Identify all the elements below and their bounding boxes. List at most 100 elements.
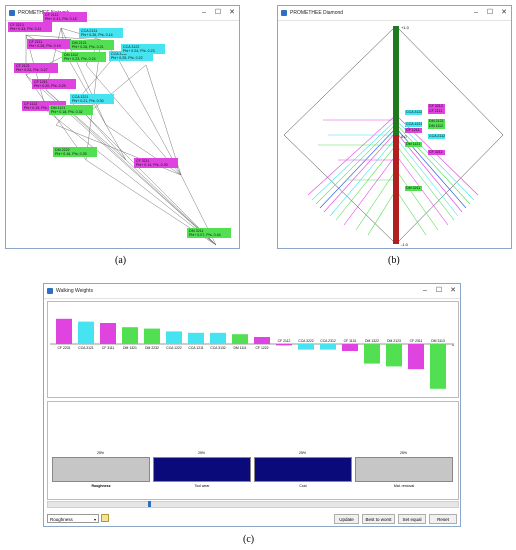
ranking-bar[interactable] — [122, 327, 138, 344]
ranking-bar-label: CF 3111 — [102, 346, 115, 350]
criterion-name[interactable]: Roughness — [91, 484, 111, 488]
slider-thumb[interactable] — [148, 501, 151, 507]
network-node[interactable]: CF 2111 Phi+ 0.28, Phi- 0.19 — [27, 39, 71, 49]
ranking-bar[interactable] — [78, 321, 94, 344]
ranking-bar-label: DM 1322 — [365, 339, 379, 343]
diamond-label[interactable]: DM 1121 — [405, 142, 422, 147]
ranking-bar[interactable] — [188, 332, 204, 344]
minimize-icon[interactable]: – — [423, 287, 427, 294]
ranking-bar[interactable] — [144, 328, 160, 344]
reset-button[interactable]: Reset — [429, 514, 457, 524]
app-icon — [9, 10, 15, 16]
criterion-name[interactable]: Cost — [299, 484, 307, 488]
ranking-bar[interactable] — [276, 344, 292, 346]
node-name: CF 2111 — [29, 40, 43, 44]
panel-label-c: (c) — [243, 534, 255, 545]
network-node[interactable]: CF 2112 Phi+ 0.31, Phi- 0.18 — [43, 12, 87, 22]
node-value: Phi+ 0.26, Phi- 0.14 — [81, 33, 113, 37]
palette-icon[interactable] — [101, 514, 109, 522]
ranking-bar[interactable] — [408, 344, 424, 370]
close-icon[interactable]: ✕ — [229, 9, 235, 16]
ranking-bar[interactable] — [342, 344, 358, 351]
ranking-bar[interactable] — [254, 337, 270, 344]
criterion-weight-bar[interactable] — [254, 457, 352, 482]
zero-label: 0 — [452, 342, 455, 347]
criterion-weight: 25% — [299, 451, 307, 455]
criterion-weight: 25% — [97, 451, 105, 455]
node-value: Phi+ 0.24, Phi- 0.23 — [123, 49, 155, 53]
weight-slider[interactable] — [47, 501, 459, 508]
network-node[interactable]: CF 3211 Phi+ 0.14, Phi- 0.39 — [134, 158, 178, 168]
ranking-bar[interactable] — [232, 334, 248, 344]
set-equal-button[interactable]: Set equal — [398, 514, 426, 524]
network-node[interactable]: DM 1121 Phi+ 0.18, Phi- 0.32 — [49, 105, 93, 115]
node-value: Phi+ 0.20, Phi- 0.25 — [34, 84, 66, 88]
diamond-label[interactable]: CCA 1221 — [405, 122, 422, 127]
ranking-bar-label: DM 1111 — [233, 346, 246, 350]
ranking-bar[interactable] — [298, 344, 314, 350]
diamond-label[interactable]: CF 3211 — [428, 150, 445, 155]
ranking-bar[interactable] — [166, 331, 182, 344]
criterion-weight-bar[interactable] — [52, 457, 150, 482]
network-titlebar[interactable]: PROMETHEE Network – ☐ ✕ — [6, 6, 239, 21]
network-node[interactable]: DM 2222 Phi+ 0.16, Phi- 0.35 — [53, 147, 97, 157]
criterion-weight-bar[interactable] — [355, 457, 453, 482]
node-name: DM 2222 — [55, 148, 70, 152]
criterion-select-value: Roughness — [50, 517, 73, 522]
network-node[interactable]: DM 2121 Phi+ 0.26, Phi- 0.21 — [70, 40, 114, 50]
network-node[interactable]: CF 3213 Phi+ 0.33, Phi- 0.11 — [8, 22, 52, 32]
diamond-label[interactable]: CCA 2112 — [428, 134, 445, 139]
maximize-icon[interactable]: ☐ — [435, 287, 443, 294]
network-node[interactable]: DM 3211 Phi+ 0.07, Phi- 0.44 — [187, 228, 231, 238]
close-icon[interactable]: ✕ — [501, 9, 507, 16]
criterion-name[interactable]: Tool wear — [194, 484, 210, 488]
ranking-bar[interactable] — [100, 323, 116, 344]
network-node[interactable]: CCA 3122 Phi+ 0.24, Phi- 0.23 — [121, 44, 165, 54]
network-node[interactable]: CF 2121 Phi+ 0.24, Phi- 0.27 — [14, 63, 58, 73]
network-node[interactable]: DM 1112 Phi+ 0.23, Phi- 0.24 — [62, 52, 106, 62]
walking-titlebar[interactable]: Walking Weights – ☐ ✕ — [44, 284, 460, 299]
diamond-label[interactable]: CF 2111 — [428, 109, 445, 114]
ranking-bar-label: DM 2123 — [387, 339, 401, 343]
criterion-select[interactable]: Roughness ▾ — [47, 514, 99, 523]
network-node[interactable]: CCA 3111 Phi+ 0.25, Phi- 0.22 — [109, 51, 153, 61]
node-value: Phi+ 0.31, Phi- 0.18 — [45, 17, 77, 21]
maximize-icon[interactable]: ☐ — [486, 9, 494, 16]
node-value: Phi+ 0.23, Phi- 0.24 — [64, 57, 96, 61]
diamond-canvas: +1.0 0.0 -1.0 — [283, 25, 504, 247]
diamond-label[interactable]: CF 1211 — [405, 128, 422, 133]
network-node[interactable]: CF 1211 Phi+ 0.20, Phi- 0.25 — [32, 79, 76, 89]
node-value: Phi+ 0.14, Phi- 0.39 — [136, 163, 168, 167]
diamond-titlebar[interactable]: PROMETHEE Diamond – ☐ ✕ — [278, 6, 511, 21]
network-node[interactable]: CCA 1221 Phi+ 0.21, Phi- 0.30 — [70, 94, 114, 104]
diamond-horizontals — [318, 119, 396, 181]
ranking-bar[interactable] — [386, 344, 402, 367]
diamond-label[interactable]: DM 2121 — [428, 119, 445, 124]
diamond-label[interactable]: DM 3211 — [405, 186, 422, 191]
ranking-bar[interactable] — [56, 318, 72, 344]
ranking-bar[interactable] — [364, 344, 380, 364]
network-node[interactable]: CF 1112 Phi+ 0.19, Phi- 0.31 — [22, 101, 66, 111]
node-value: Phi+ 0.33, Phi- 0.11 — [10, 27, 42, 31]
update-button[interactable]: Update — [334, 514, 359, 524]
minimize-icon[interactable]: – — [474, 9, 478, 16]
maximize-icon[interactable]: ☐ — [214, 9, 222, 16]
ranking-bar[interactable] — [210, 332, 226, 344]
ranking-bar[interactable] — [430, 344, 446, 389]
network-node[interactable]: CCA 2131 Phi+ 0.26, Phi- 0.14 — [79, 28, 123, 38]
diamond-label[interactable]: CCA 3122 — [405, 110, 422, 115]
node-value: Phi+ 0.21, Phi- 0.30 — [72, 99, 104, 103]
best-to-worst-button[interactable]: Best to worst — [362, 514, 395, 524]
ranking-bar[interactable] — [320, 344, 336, 350]
diamond-label[interactable]: CF 3213 — [428, 104, 445, 109]
criterion-name[interactable]: Mat. removal — [393, 484, 415, 488]
minimize-icon[interactable]: – — [202, 9, 206, 16]
node-value: Phi+ 0.28, Phi- 0.19 — [29, 44, 61, 48]
node-name: CCA 3122 — [123, 45, 140, 49]
node-name: CCA 1221 — [72, 95, 89, 99]
diamond-label[interactable]: DM 1112 — [428, 124, 445, 129]
criterion-weight-bar[interactable] — [153, 457, 251, 482]
diamond-window: PROMETHEE Diamond – ☐ ✕ — [277, 5, 512, 249]
close-icon[interactable]: ✕ — [450, 287, 456, 294]
ranking-bar-label: CF 2311 — [410, 339, 423, 343]
